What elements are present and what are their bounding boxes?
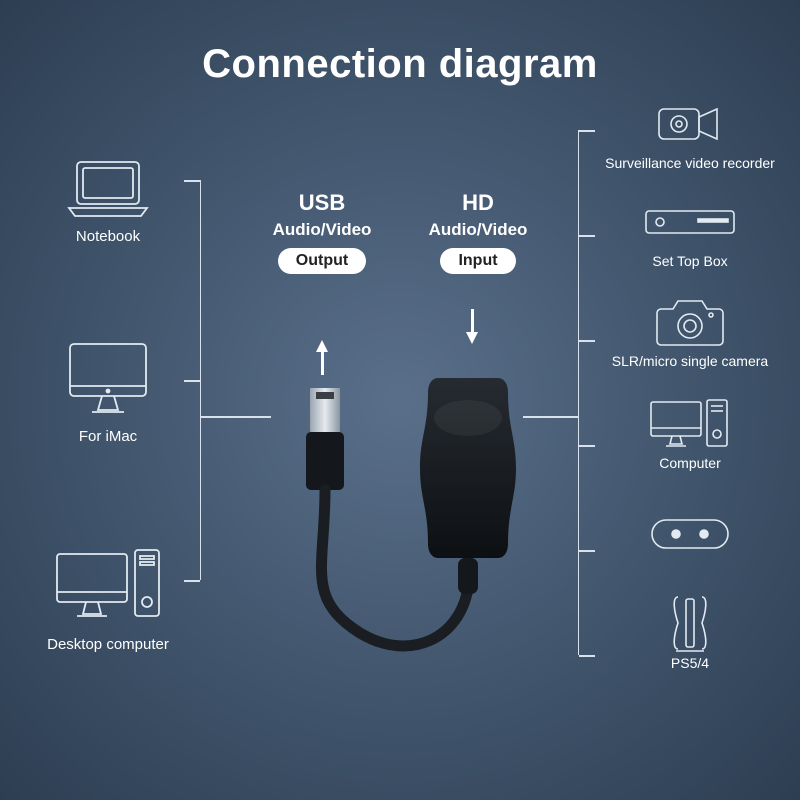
video-recorder-icon — [600, 98, 780, 150]
desktop-icon — [38, 548, 178, 626]
input-pill: Input — [440, 248, 515, 274]
set-top-box-icon — [600, 196, 780, 248]
device-settop: Set Top Box — [600, 196, 780, 269]
console-icon — [600, 598, 780, 650]
device-label: Surveillance video recorder — [600, 156, 780, 171]
camera-icon — [600, 296, 780, 348]
input-label-group: HD Audio/Video Input — [418, 190, 538, 274]
audiovideo-label: Audio/Video — [418, 220, 538, 240]
usb-heading: USB — [262, 190, 382, 216]
capture-device-icon — [250, 388, 550, 748]
output-pill: Output — [278, 248, 366, 274]
output-label-group: USB Audio/Video Output — [262, 190, 382, 274]
device-label: Set Top Box — [600, 254, 780, 269]
device-label: Desktop computer — [38, 636, 178, 654]
audiovideo-label: Audio/Video — [262, 220, 382, 240]
device-computer: Computer — [600, 398, 780, 471]
device-label: Notebook — [38, 228, 178, 246]
device-label: PS5/4 — [600, 656, 780, 671]
hd-heading: HD — [418, 190, 538, 216]
arrow-up-icon — [316, 340, 328, 352]
device-gamepad — [600, 508, 780, 566]
computer-icon — [600, 398, 780, 450]
monitor-icon — [38, 340, 178, 418]
laptop-icon — [38, 140, 178, 218]
device-label: Computer — [600, 456, 780, 471]
device-camera: SLR/micro single camera — [600, 296, 780, 369]
device-label: SLR/micro single camera — [600, 354, 780, 369]
device-ps5: PS5/4 — [600, 598, 780, 671]
device-surveillance: Surveillance video recorder — [600, 98, 780, 171]
page-title: Connection diagram — [0, 42, 800, 87]
arrow-down-icon — [466, 332, 478, 344]
device-notebook: Notebook — [38, 140, 178, 246]
device-imac: For iMac — [38, 340, 178, 446]
left-bracket — [200, 180, 201, 580]
device-label: For iMac — [38, 428, 178, 446]
right-bracket — [578, 130, 579, 655]
device-desktop: Desktop computer — [38, 548, 178, 654]
gamepad-icon — [600, 508, 780, 560]
